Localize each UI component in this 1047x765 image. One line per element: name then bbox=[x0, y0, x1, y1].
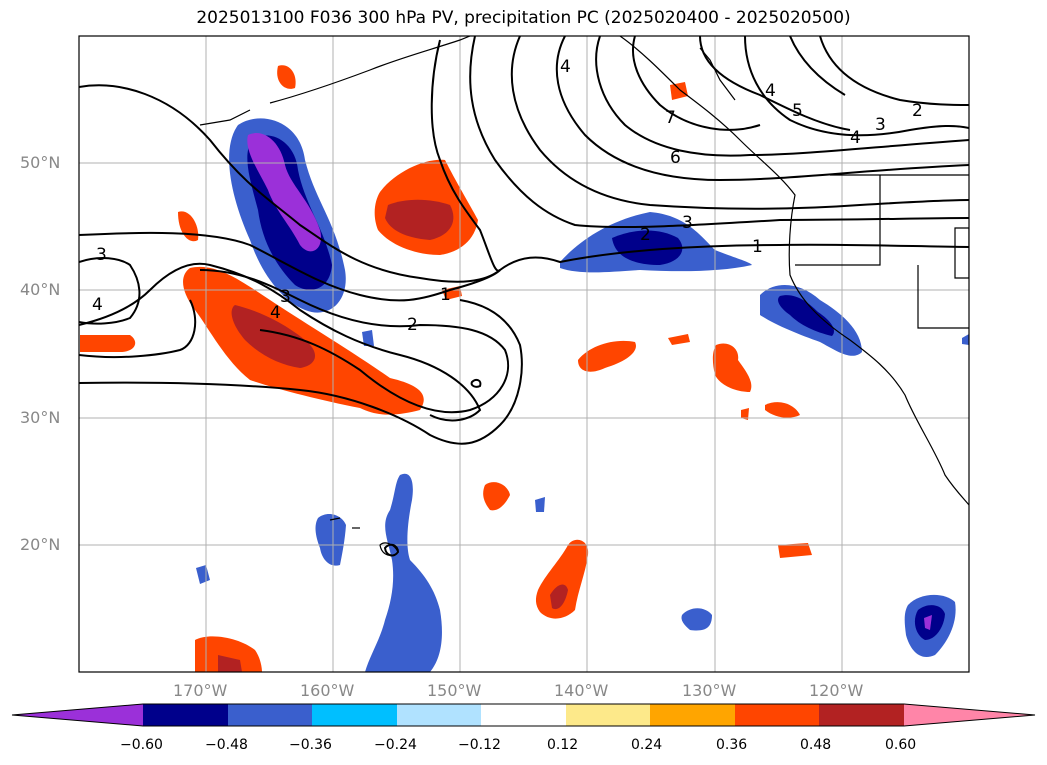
contour-labels: 4 4 5 2 3 4 7 6 3 2 1 3 4 3 2 1 4 3 bbox=[92, 57, 923, 335]
colorbar-tick-label: 0.12 bbox=[547, 737, 579, 753]
colorbar-segment bbox=[228, 704, 312, 726]
colorbar-extend-max bbox=[904, 704, 1035, 726]
contour-label: 2 bbox=[407, 315, 418, 335]
colorbar-segment bbox=[312, 704, 397, 726]
lon-label: 140°W bbox=[554, 681, 609, 700]
lon-label: 150°W bbox=[427, 681, 482, 700]
colorbar-segment bbox=[397, 704, 481, 726]
colorbar bbox=[11, 703, 1036, 727]
lon-label: 130°W bbox=[682, 681, 737, 700]
colorbar-tick-label: 0.48 bbox=[800, 737, 832, 753]
colorbar-segment bbox=[566, 704, 650, 726]
contour-label: 3 bbox=[875, 115, 886, 135]
colorbar-segment bbox=[735, 704, 819, 726]
contour-label: 3 bbox=[96, 245, 107, 265]
contour-label: 4 bbox=[270, 303, 281, 323]
lat-label: 20°N bbox=[20, 535, 61, 554]
lon-label: 160°W bbox=[300, 681, 355, 700]
contour-label: 6 bbox=[670, 148, 681, 168]
graticule bbox=[79, 36, 969, 672]
colorbar-tick-label: −0.12 bbox=[458, 737, 501, 753]
colorbar-segment bbox=[650, 704, 735, 726]
colorbar-segment bbox=[143, 704, 228, 726]
contour-label: 4 bbox=[765, 81, 776, 101]
colorbar-tick-label: −0.60 bbox=[120, 737, 163, 753]
lon-label: 170°W bbox=[173, 681, 228, 700]
contour-label: 7 bbox=[665, 108, 676, 128]
precip-anomaly-shading bbox=[80, 65, 969, 672]
contour-label: 2 bbox=[912, 101, 923, 121]
contour-label: 3 bbox=[280, 287, 291, 307]
colorbar-tick-label: 0.36 bbox=[716, 737, 748, 753]
pv-contours bbox=[79, 36, 969, 557]
contour-label: 2 bbox=[640, 225, 651, 245]
contour-label: 1 bbox=[440, 285, 451, 305]
colorbar-segment bbox=[819, 704, 904, 726]
contour-label: 4 bbox=[850, 128, 861, 148]
contour-label: 5 bbox=[792, 101, 803, 121]
colorbar-extend-min bbox=[12, 704, 143, 726]
contour-label: 4 bbox=[92, 295, 103, 315]
lat-label: 40°N bbox=[20, 280, 61, 299]
contour-label: 3 bbox=[682, 213, 693, 233]
colorbar-tick-label: 0.60 bbox=[885, 737, 917, 753]
colorbar-tick-label: −0.24 bbox=[374, 737, 417, 753]
map-title: 2025013100 F036 300 hPa PV, precipitatio… bbox=[196, 8, 851, 28]
lat-label: 50°N bbox=[20, 153, 61, 172]
colorbar-segment bbox=[481, 704, 566, 726]
contour-label: 4 bbox=[560, 57, 571, 77]
colorbar-tick-label: −0.36 bbox=[289, 737, 332, 753]
colorbar-tick-label: −0.48 bbox=[205, 737, 248, 753]
colorbar-tick-label: 0.24 bbox=[631, 737, 663, 753]
lat-label: 30°N bbox=[20, 408, 61, 427]
lon-label: 120°W bbox=[809, 681, 864, 700]
map-frame bbox=[78, 35, 970, 673]
contour-label: 1 bbox=[752, 237, 763, 257]
